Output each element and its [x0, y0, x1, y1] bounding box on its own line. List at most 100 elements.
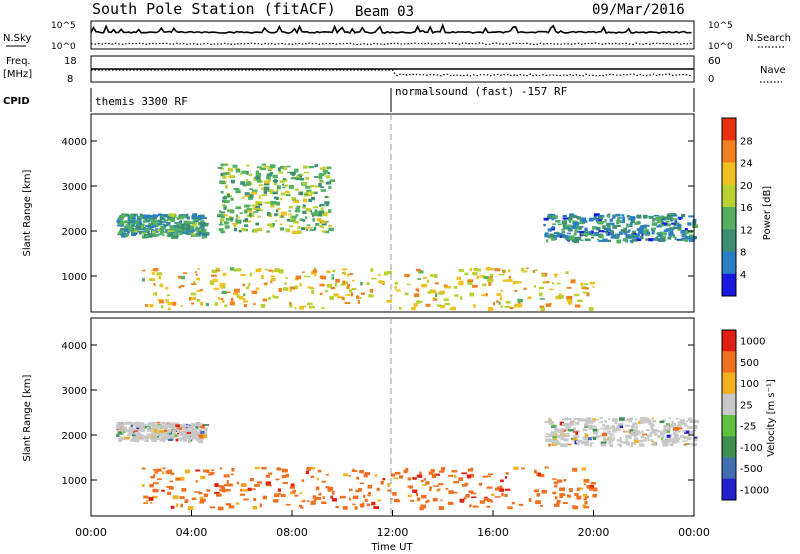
heatmap-cell — [582, 494, 588, 497]
heatmap-cell — [196, 289, 202, 292]
heatmap-cell — [367, 484, 373, 489]
heatmap-cell — [261, 275, 264, 279]
heatmap-cell — [453, 491, 458, 494]
heatmap-cell — [575, 431, 579, 435]
heatmap-cell — [535, 269, 538, 272]
heatmap-cell — [242, 298, 246, 301]
heatmap-cell — [146, 429, 149, 432]
heatmap-cell — [651, 227, 656, 231]
heatmap-cell — [684, 424, 688, 427]
heatmap-cell — [261, 466, 267, 470]
heatmap-cell — [136, 216, 140, 220]
heatmap-cell — [236, 294, 240, 298]
heatmap-cell — [128, 426, 134, 430]
heatmap-cell — [116, 219, 120, 223]
heatmap-cell — [411, 306, 416, 311]
heatmap-cell — [538, 286, 544, 290]
heatmap-cell — [554, 503, 560, 507]
heatmap-cell — [304, 193, 309, 196]
heatmap-cell — [363, 494, 366, 499]
heatmap-cell — [165, 299, 169, 303]
heatmap-cell — [379, 281, 385, 284]
heatmap-cell — [296, 175, 300, 180]
heatmap-cell — [298, 504, 303, 507]
heatmap-cell — [241, 170, 247, 174]
heatmap-cell — [568, 217, 573, 221]
heatmap-cell — [168, 486, 174, 490]
heatmap-cell — [551, 424, 557, 427]
heatmap-cell — [631, 441, 637, 445]
heatmap-cell — [590, 481, 596, 485]
heatmap-cell — [600, 442, 607, 447]
heatmap-cell — [544, 421, 548, 423]
heatmap-cell — [179, 228, 185, 232]
heatmap-cell — [581, 441, 587, 445]
freq-right-tick-bottom: 0 — [708, 74, 714, 85]
heatmap-cell — [151, 424, 158, 429]
heatmap-cell — [155, 433, 159, 437]
heatmap-cell — [230, 297, 234, 302]
heatmap-cell — [279, 223, 283, 226]
heatmap-cell — [171, 301, 177, 306]
heatmap-cell — [181, 488, 187, 492]
heatmap-cell — [310, 500, 315, 505]
heatmap-cell — [139, 422, 143, 425]
heatmap-cell — [120, 228, 125, 230]
heatmap-cell — [276, 207, 281, 210]
heatmap-cell — [252, 506, 258, 510]
heatmap-cell — [177, 215, 184, 220]
heatmap-cell — [603, 427, 609, 431]
heatmap-cell — [399, 475, 404, 479]
heatmap-cell — [562, 423, 568, 427]
heatmap-cell — [319, 180, 324, 183]
heatmap-cell — [312, 495, 317, 499]
heatmap-cell — [269, 172, 274, 175]
colorbar-swatch — [722, 478, 736, 501]
heatmap-cell — [317, 213, 322, 217]
heatmap-cell — [575, 225, 578, 228]
heatmap-cell — [504, 493, 508, 497]
heatmap-cell — [124, 213, 129, 217]
heatmap-cell — [238, 230, 242, 233]
heatmap-cell — [592, 437, 596, 440]
heatmap-cell — [612, 225, 617, 229]
heatmap-cell — [644, 436, 650, 439]
heatmap-cell — [643, 438, 647, 442]
heatmap-cell — [650, 443, 655, 446]
heatmap-cell — [329, 296, 334, 300]
heatmap-cell — [121, 422, 125, 426]
heatmap-cell — [156, 421, 161, 424]
heatmap-cell — [564, 433, 570, 435]
heatmap-cell — [121, 213, 126, 217]
heatmap-cell — [265, 187, 269, 190]
heatmap-cell — [162, 223, 166, 226]
heatmap-cell — [597, 221, 604, 225]
heatmap-cell — [669, 443, 674, 446]
heatmap-cell — [234, 288, 240, 293]
heatmap-cell — [572, 438, 578, 441]
heatmap-cell — [216, 493, 219, 497]
heatmap-cell — [595, 218, 599, 222]
heatmap-cell — [498, 301, 501, 305]
heatmap-cell — [234, 228, 237, 232]
heatmap-cell — [552, 215, 558, 219]
heatmap-cell — [229, 301, 235, 306]
nsearch-line — [90, 42, 692, 46]
heatmap-cell — [566, 295, 573, 300]
heatmap-cell — [631, 239, 634, 244]
heatmap-cell — [657, 221, 662, 224]
heatmap-cell — [573, 239, 579, 243]
heatmap-cell — [294, 210, 301, 213]
heatmap-cell — [352, 468, 355, 472]
heatmap-cell — [597, 238, 600, 241]
heatmap-cell — [152, 482, 159, 485]
heatmap-cell — [602, 225, 606, 229]
heatmap-cell — [674, 236, 677, 241]
heatmap-cell — [352, 495, 359, 500]
heatmap-cell — [148, 436, 152, 439]
heatmap-cell — [453, 481, 459, 484]
heatmap-cell — [163, 219, 168, 222]
heatmap-cell — [419, 506, 424, 511]
heatmap-cell — [331, 274, 335, 276]
heatmap-cell — [567, 301, 573, 305]
